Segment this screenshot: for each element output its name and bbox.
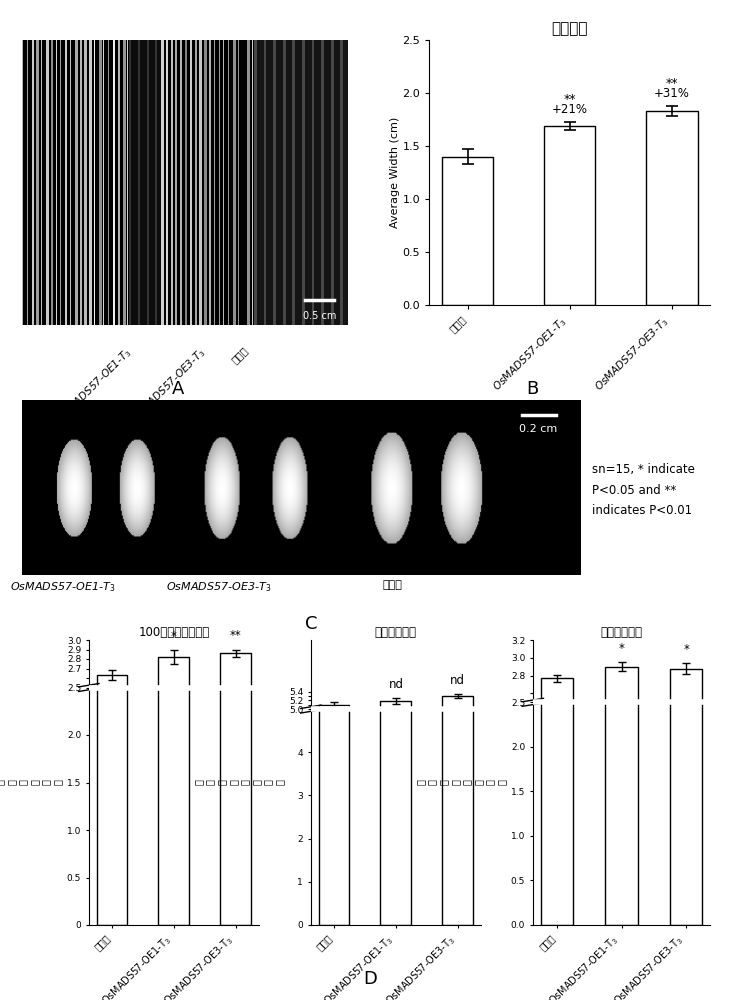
Text: *: * <box>683 643 689 656</box>
Y-axis label: 平
均
宽
度
（
毫
米
）: 平 均 宽 度 （ 毫 米 ） <box>415 780 507 785</box>
Text: **: ** <box>230 629 242 642</box>
Title: 100粒去壳种子重量: 100粒去壳种子重量 <box>138 626 209 639</box>
Text: nd: nd <box>451 674 465 687</box>
Text: D: D <box>363 970 377 988</box>
Text: +21%: +21% <box>552 103 588 116</box>
Text: 0.2 cm: 0.2 cm <box>519 424 558 434</box>
Title: 去壳种子宽度: 去壳种子宽度 <box>601 626 642 639</box>
Title: 去壳种子长度: 去壳种子长度 <box>375 626 417 639</box>
Text: sn=15, * indicate
P<0.05 and **
indicates P<0.01: sn=15, * indicate P<0.05 and ** indicate… <box>592 462 695 518</box>
Text: OsMADS57-OE3-T$_3$: OsMADS57-OE3-T$_3$ <box>166 580 271 594</box>
Bar <box>647 111 698 305</box>
Bar <box>443 696 474 925</box>
Text: 日本晴: 日本晴 <box>383 580 402 590</box>
Text: nd: nd <box>388 678 403 691</box>
Bar <box>158 657 189 925</box>
Bar <box>221 653 252 925</box>
Text: A: A <box>172 380 184 398</box>
Text: C: C <box>305 615 317 633</box>
Text: OsMADS57-OE1-T$_3$: OsMADS57-OE1-T$_3$ <box>56 345 135 425</box>
Bar <box>442 157 493 305</box>
Text: OsMADS57-OE3-T$_3$: OsMADS57-OE3-T$_3$ <box>130 345 209 425</box>
Bar <box>670 668 702 925</box>
Text: 日本晴: 日本晴 <box>229 345 249 365</box>
Title: 旗叶宽度: 旗叶宽度 <box>551 21 588 36</box>
Text: B: B <box>527 380 539 398</box>
Bar <box>380 701 411 925</box>
Bar <box>541 678 574 925</box>
Bar <box>605 667 638 925</box>
Bar <box>318 705 349 925</box>
Text: **: ** <box>564 93 576 106</box>
Text: +31%: +31% <box>654 87 690 100</box>
Text: 0.5 cm: 0.5 cm <box>303 311 336 321</box>
Text: **: ** <box>666 77 679 90</box>
Text: OsMADS57-OE1-T$_3$: OsMADS57-OE1-T$_3$ <box>10 580 115 594</box>
Text: *: * <box>619 642 625 655</box>
Bar <box>96 675 127 925</box>
Bar <box>544 126 596 305</box>
Y-axis label: 平
均
长
度
（
毫
米
）: 平 均 长 度 （ 毫 米 ） <box>193 780 285 785</box>
Y-axis label: 平
均
重
量
（
克
）: 平 均 重 量 （ 克 ） <box>0 780 63 785</box>
Text: *: * <box>171 630 177 643</box>
Y-axis label: Average Width (cm): Average Width (cm) <box>390 117 400 228</box>
